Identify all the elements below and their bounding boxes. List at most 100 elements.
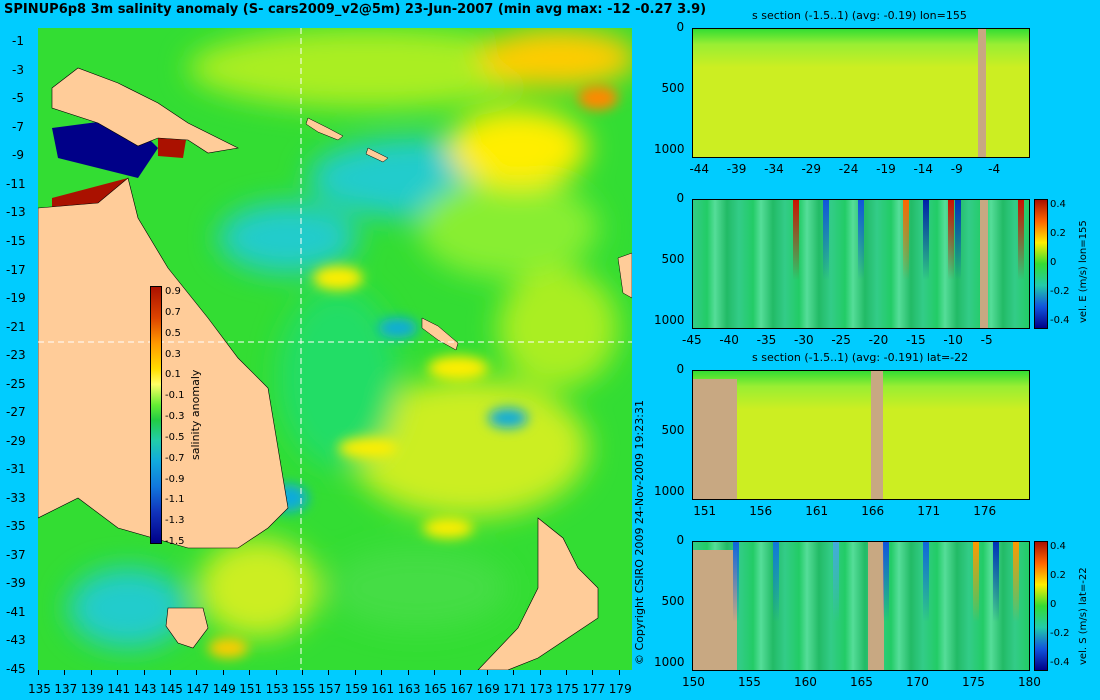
map-x-tick: 135 (28, 682, 51, 696)
map-y-tick: -11 (6, 176, 26, 191)
map-x-tick-mark (566, 670, 567, 675)
map-x-tick-mark (486, 670, 488, 675)
map-y-tick: -15 (6, 234, 26, 248)
velocity-streak (773, 542, 779, 622)
salinity-field (68, 28, 632, 648)
map-x-tick-mark (354, 670, 356, 675)
section-y-tick: 1000 (654, 312, 685, 327)
map-x-tick-mark (117, 670, 119, 675)
colorbar-tick: -1.5 (165, 536, 185, 547)
australia-landmass (38, 177, 289, 549)
colorbar-tick: -1.3 (165, 515, 185, 527)
map-x-tick: 143 (133, 682, 157, 696)
section-x-tick: 155 (738, 675, 761, 689)
section-x-tick: 150 (682, 675, 705, 689)
velocity-streak (733, 542, 739, 622)
map-x-tick: 141 (107, 682, 131, 696)
map-x-tick-mark (434, 670, 435, 675)
map-x-tick: 171 (503, 682, 527, 696)
velocity-streak (993, 542, 999, 622)
map-x-tick: 151 (239, 682, 263, 696)
velocity-colorbar-tick: 0.4 (1050, 541, 1066, 552)
map-y-tick: -43 (6, 633, 26, 648)
salinity-map[interactable] (38, 28, 632, 670)
section-x-tick: -19 (876, 162, 896, 176)
velocity-streak (973, 542, 979, 622)
map-y-tick: -31 (6, 462, 26, 477)
velocity-colorbar-tick: -0.2 (1050, 286, 1070, 297)
velocity-section-panel[interactable] (692, 541, 1030, 671)
map-y-tick: -21 (6, 319, 26, 334)
section-x-tick: 160 (794, 675, 817, 689)
page-title: SPINUP6p8 3m salinity anomaly (S- cars20… (4, 2, 707, 17)
velocity-colorbar-tick: -0.2 (1050, 628, 1070, 639)
section-x-tick: -5 (980, 333, 993, 347)
velocity-streak (858, 200, 864, 280)
section-x-tick: -10 (943, 333, 963, 347)
map-x-tick: 159 (344, 682, 368, 696)
map-x-tick-mark (143, 670, 145, 675)
velocity-colorbar-tick: 0 (1050, 599, 1057, 610)
map-x-tick-mark (592, 670, 594, 675)
colorbar-tick: -0.5 (165, 431, 185, 443)
section-y-tick: 0 (676, 533, 685, 547)
map-x-tick: 149 (212, 682, 236, 696)
section-x-tick: 170 (906, 675, 929, 689)
map-x-tick: 145 (160, 682, 183, 696)
map-x-tick-mark (170, 670, 171, 675)
map-x-tick-mark (275, 670, 277, 675)
velocity-colorbar-tick: 0.2 (1050, 570, 1066, 581)
map-x-tick: 163 (397, 682, 421, 696)
section-x-tick: -15 (906, 333, 926, 347)
map-y-tick: -29 (6, 433, 26, 448)
fiji-landmass (617, 252, 632, 299)
velocity-colorbar-label: vel. E (m/s) lon=155 (1078, 220, 1089, 323)
section-y-tick: 0 (676, 362, 685, 376)
section-y-tick: 0 (676, 20, 685, 34)
colorbar-tick: 0.3 (165, 348, 181, 360)
eddies (208, 86, 618, 658)
section-x-tick: -14 (913, 162, 934, 176)
map-x-tick-mark (618, 670, 620, 675)
velocity-streak (1013, 542, 1019, 622)
section-y-tick: 1000 (654, 141, 685, 156)
map-x-tick-mark (38, 670, 39, 675)
velocity-streak (833, 542, 839, 622)
map-x-tick: 175 (556, 682, 579, 696)
map-x-tick-mark (302, 670, 303, 675)
section-y-tick: 0 (676, 191, 685, 205)
map-x-tick-mark (90, 670, 92, 675)
colorbar-tick: 0.5 (165, 327, 181, 339)
section-x-tick: 161 (805, 504, 829, 518)
section-title: s section (-1.5..1) (avg: -0.19) lon=155 (752, 9, 967, 22)
section-x-tick: 171 (917, 504, 941, 518)
map-y-tick: -13 (6, 205, 26, 220)
map-x-tick: 169 (476, 682, 500, 696)
new-guinea-landmass (51, 67, 239, 154)
colorbar-tick: -0.7 (165, 452, 185, 464)
salinity-section-panel[interactable] (692, 28, 1030, 158)
velocity-colorbar-tick: 0.2 (1050, 228, 1066, 239)
section-land (871, 371, 883, 499)
section-x-tick: 165 (850, 675, 873, 689)
section-x-tick: -40 (719, 333, 739, 347)
section-y-tick: 500 (661, 251, 685, 266)
salinity-section-panel[interactable] (692, 370, 1030, 500)
section-y-tick: 500 (661, 80, 685, 95)
map-x-tick: 153 (265, 682, 289, 696)
map-x-tick-mark (460, 670, 462, 675)
section-x-tick: 176 (973, 504, 997, 518)
velocity-colorbar-tick: 0 (1050, 257, 1057, 268)
section-land (693, 550, 737, 670)
map-y-tick: -3 (12, 62, 24, 77)
high-salinity-region-2 (158, 138, 186, 158)
map-y-tick: -33 (6, 490, 26, 505)
new-zealand-landmass (477, 517, 599, 670)
map-x-tick-mark (381, 670, 383, 675)
colorbar-tick: -0.3 (165, 411, 185, 422)
map-x-tick: 173 (529, 682, 553, 696)
tasmania-landmass (165, 607, 209, 649)
velocity-section-panel[interactable] (692, 199, 1030, 329)
section-x-tick: -35 (756, 333, 777, 347)
map-svg (38, 28, 632, 670)
